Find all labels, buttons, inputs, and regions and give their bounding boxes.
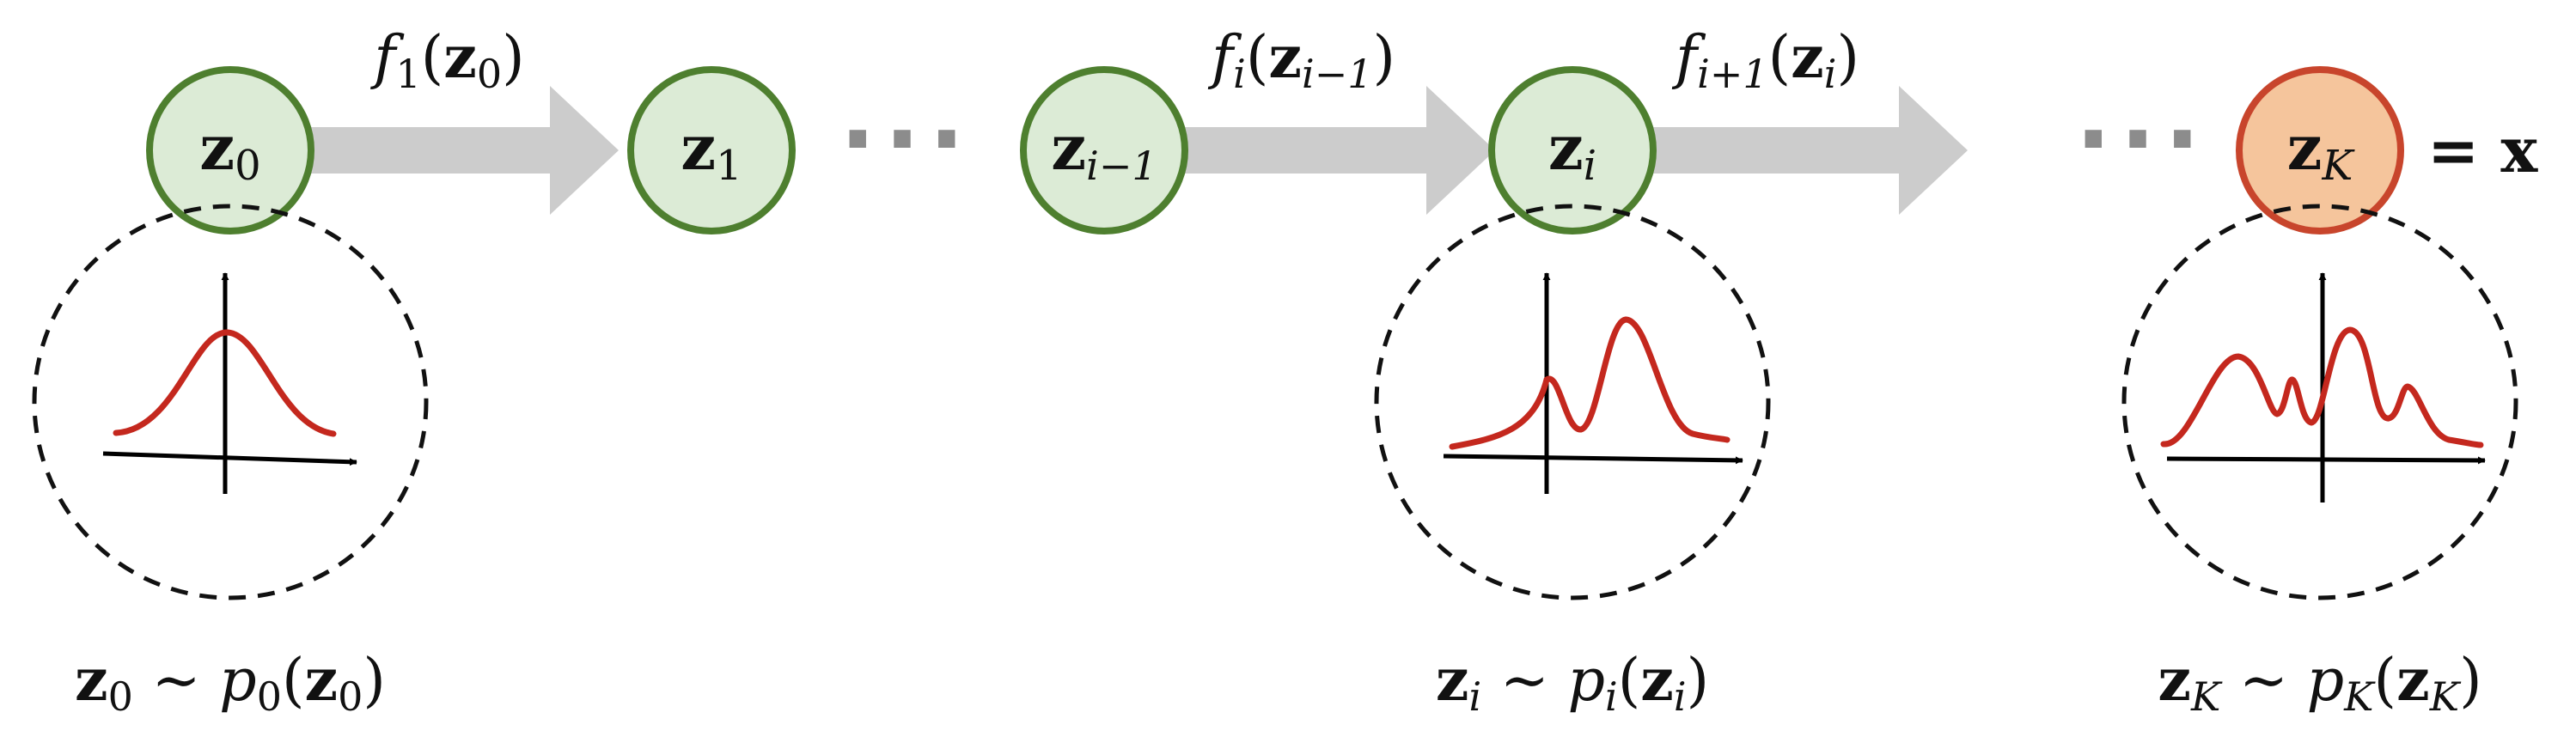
density-panel-zi [1374,204,1771,600]
node-label: zi [1548,111,1596,190]
node-z0: z0 [146,66,314,234]
node-label: z0 [199,111,260,190]
transform-label-i: fi(zi−1) [1207,23,1395,97]
ellipsis-2: ··· [2075,84,2208,194]
node-z-K: zK [2236,66,2404,234]
arrow-shape [1641,86,1968,215]
node-z-i: zi [1488,66,1657,234]
node-label: z1 [681,111,742,190]
node-label: zK [2287,111,2356,190]
distribution-label-zK: zK ∼ pK(zK) [2158,646,2481,720]
density-panel-z0 [32,204,429,600]
transform-label-i-plus-1: fi+1(zi) [1671,23,1859,97]
node-circle [2236,66,2404,234]
density-curve [1449,316,1731,450]
dashed-density-circle [32,204,429,600]
density-panel-zK [2121,204,2518,600]
node-z-i-minus-1: zi−1 [1020,66,1188,234]
node-z1: z1 [627,66,796,234]
distribution-label-z0: z0 ∼ p0(z0) [75,646,386,720]
density-curve [2160,326,2484,448]
transform-label-1: f1(z0) [369,23,524,97]
arrow-shape [1169,86,1495,215]
dashed-density-circle [2121,204,2518,600]
dashed-density-circle [1374,204,1771,600]
node-circle [627,66,796,234]
density-curve [113,329,337,437]
arrow-shape [292,86,619,215]
transform-arrow-1 [292,86,619,215]
transform-arrow-i [1169,86,1495,215]
node-circle [1488,66,1657,234]
transform-arrow-i-plus-1 [1641,86,1968,215]
x-axis [102,451,357,466]
node-circle [146,66,314,234]
ellipsis-1: ··· [839,84,973,194]
output-equals-x: = x [2427,113,2538,186]
distribution-label-zi: zi ∼ pi(zi) [1436,646,1709,720]
x-axis [1443,454,1743,465]
x-axis [2166,456,2486,465]
node-circle [1020,66,1188,234]
node-label: zi−1 [1051,111,1157,189]
